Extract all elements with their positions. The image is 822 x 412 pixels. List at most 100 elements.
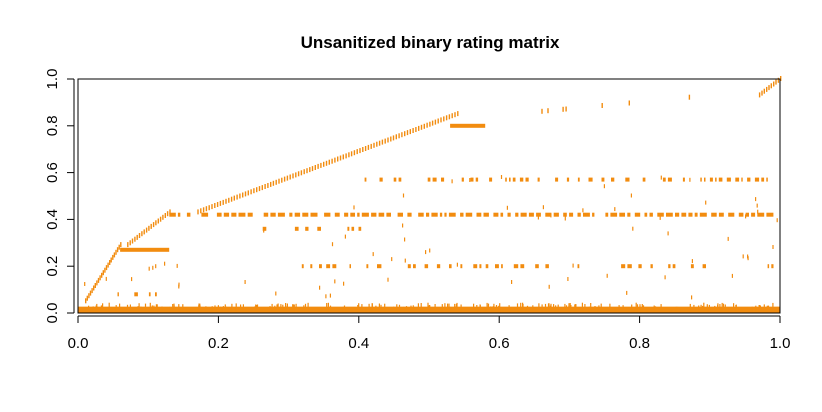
horizontal-row xyxy=(262,226,362,231)
row-mark xyxy=(699,212,707,217)
diagonal-mark xyxy=(364,146,367,151)
scatter-mark xyxy=(263,228,265,233)
row-mark xyxy=(747,177,751,182)
row-segment xyxy=(450,123,486,128)
scatter-mark xyxy=(757,209,759,214)
diagonal-mark xyxy=(120,242,122,248)
band-tick xyxy=(672,309,674,313)
scatter-mark xyxy=(660,175,662,180)
band-tick xyxy=(283,307,285,313)
scatter-mark xyxy=(469,178,471,182)
scatter-mark xyxy=(727,236,729,241)
band-tick xyxy=(591,311,593,313)
diagonal-mark xyxy=(96,280,98,286)
band-tick xyxy=(574,304,576,313)
diagonal-mark xyxy=(376,141,378,147)
band-tick xyxy=(327,308,329,313)
row-mark xyxy=(155,292,157,297)
diagonal-mark xyxy=(264,184,266,189)
row-mark xyxy=(461,177,464,182)
band-tick xyxy=(269,306,271,313)
band-tick xyxy=(758,305,760,313)
band-tick xyxy=(631,304,633,313)
scatter-mark xyxy=(84,282,86,286)
diagonal-mark xyxy=(112,254,114,260)
row-mark xyxy=(619,212,625,217)
row-mark xyxy=(718,212,724,217)
band-tick xyxy=(280,304,282,313)
scatter-mark xyxy=(105,276,107,281)
row-mark xyxy=(357,212,360,217)
scatter-mark xyxy=(691,259,693,264)
diagonal-mark xyxy=(390,136,392,142)
band-tick xyxy=(568,303,570,313)
band-tick xyxy=(242,309,244,313)
band-tick xyxy=(88,305,90,313)
diagonal-mark xyxy=(406,130,409,136)
row-mark xyxy=(668,264,671,269)
horizontal-row xyxy=(450,123,486,128)
row-mark xyxy=(634,212,641,217)
diagonal-mark xyxy=(418,125,420,131)
row-mark xyxy=(569,212,574,217)
scatter-mark xyxy=(402,193,405,198)
band-tick xyxy=(759,305,761,313)
row-mark xyxy=(449,264,452,269)
band-tick xyxy=(508,305,510,313)
diagonal-mark xyxy=(86,295,88,301)
diagonal-mark xyxy=(155,220,157,226)
row-mark xyxy=(186,212,191,217)
row-mark xyxy=(294,212,301,217)
row-mark xyxy=(657,212,664,217)
row-mark xyxy=(566,177,570,182)
row-mark xyxy=(741,177,743,182)
band-tick xyxy=(554,307,556,313)
diagonal-mark xyxy=(601,103,603,108)
band-tick xyxy=(219,310,221,313)
band-tick xyxy=(693,304,695,313)
band-tick xyxy=(532,305,534,313)
row-mark xyxy=(483,212,489,217)
diagonal-mark xyxy=(214,203,216,208)
band-tick xyxy=(485,310,487,313)
scatter-mark xyxy=(603,184,605,189)
band-tick xyxy=(407,310,409,313)
row-mark xyxy=(393,177,397,182)
diagonal-mark xyxy=(281,177,283,183)
band-tick xyxy=(460,304,462,313)
diagonal-mark xyxy=(102,270,104,276)
row-mark xyxy=(535,264,539,269)
band-tick xyxy=(763,310,765,313)
diagonal-mark xyxy=(99,275,101,281)
row-mark xyxy=(358,226,362,231)
scatter-mark xyxy=(334,279,336,284)
diagonal-mark xyxy=(395,134,397,140)
row-mark xyxy=(310,212,318,217)
row-mark xyxy=(424,264,429,269)
band-tick xyxy=(410,305,412,313)
band-tick xyxy=(112,308,114,313)
band-tick xyxy=(775,307,777,313)
band-tick xyxy=(271,303,273,313)
row-mark xyxy=(611,177,615,182)
band-tick xyxy=(329,307,331,313)
row-mark xyxy=(757,212,765,217)
scatter-mark xyxy=(550,213,552,218)
row-mark xyxy=(690,264,694,269)
band-tick xyxy=(703,310,705,313)
band-tick xyxy=(108,302,110,313)
row-mark xyxy=(545,212,552,217)
row-mark xyxy=(436,264,441,269)
band-tick xyxy=(708,304,710,313)
row-mark xyxy=(448,212,456,217)
band-tick xyxy=(764,307,766,313)
band-tick xyxy=(412,305,414,313)
band-tick xyxy=(100,305,102,313)
diagonal-mark xyxy=(134,236,136,242)
diagonal-mark xyxy=(303,169,305,175)
band-tick xyxy=(548,303,550,313)
band-tick xyxy=(444,303,446,313)
diagonal-mark xyxy=(261,185,263,191)
row-mark xyxy=(495,264,499,269)
row-mark xyxy=(505,177,507,182)
